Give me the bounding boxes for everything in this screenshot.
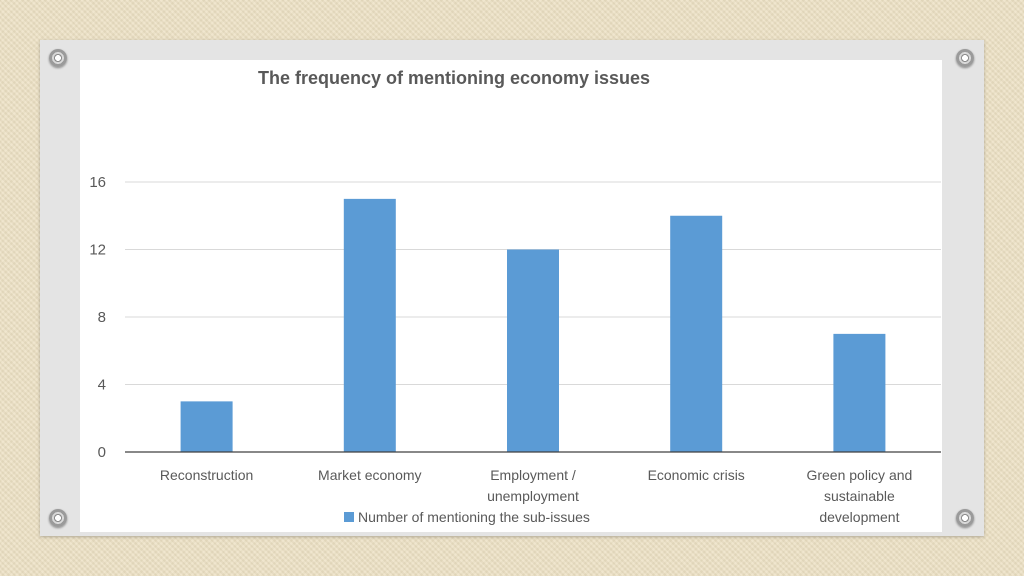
pin-icon	[49, 509, 67, 527]
bar	[670, 215, 723, 452]
legend: Number of mentioning the sub-issues	[344, 509, 590, 525]
x-axis-labels: Reconstruction Market economy Employment /…	[160, 467, 912, 525]
y-tick-label: 8	[98, 309, 106, 326]
x-tick-label: Economic crisis	[648, 467, 745, 483]
pin-icon	[956, 509, 974, 527]
pin-icon	[956, 49, 974, 67]
y-tick-label: 4	[98, 377, 106, 394]
x-tick-label: Employment / unemployment	[487, 467, 579, 504]
legend-label: Number of mentioning the sub-issues	[358, 509, 590, 525]
y-tick-label: 0	[98, 444, 106, 461]
pin-icon	[49, 49, 67, 67]
x-tick-label: Reconstruction	[160, 467, 253, 483]
chart-title: The frequency of mentioning economy issu…	[258, 68, 650, 88]
y-tick-label: 12	[89, 242, 106, 259]
bar	[343, 198, 396, 452]
y-tick-label: 16	[89, 174, 106, 191]
bar	[180, 401, 233, 452]
bars	[180, 198, 886, 452]
bar	[507, 249, 559, 452]
x-tick-label: Green policy and sustainable development	[806, 467, 912, 525]
legend-swatch	[344, 512, 354, 522]
x-tick-label: Market economy	[318, 467, 421, 483]
y-axis-ticks: 0 4 8 12 16	[89, 174, 106, 461]
bar	[833, 333, 886, 452]
